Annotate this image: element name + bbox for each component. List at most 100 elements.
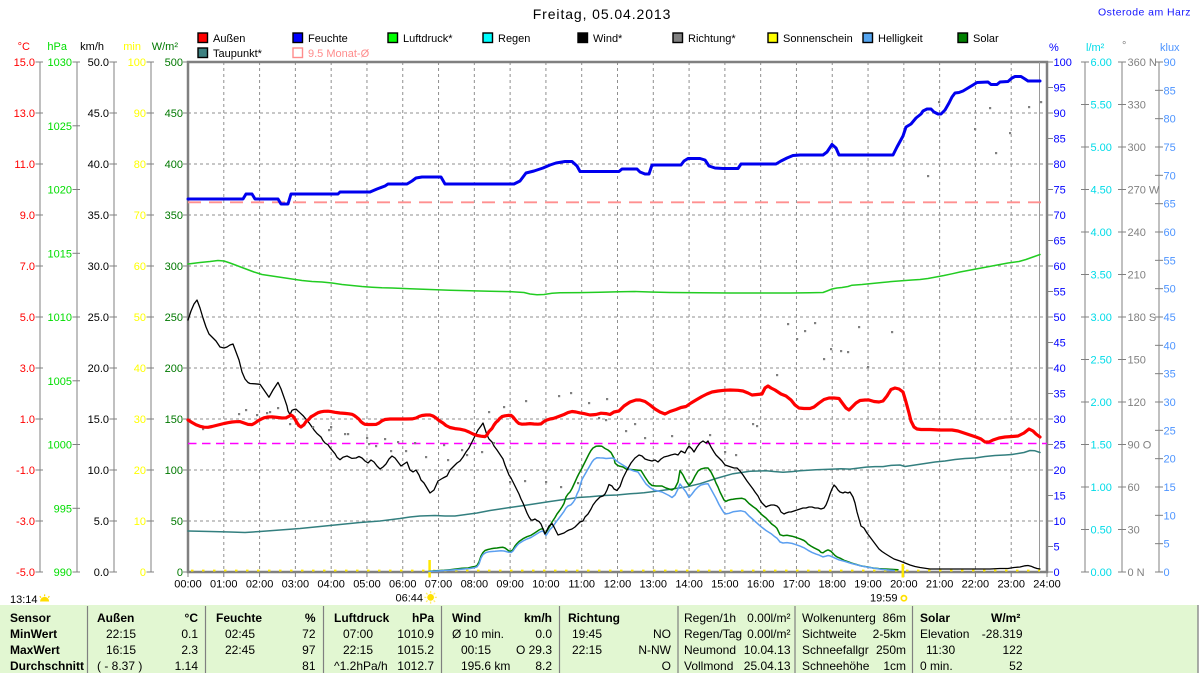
- svg-text:20: 20: [134, 465, 146, 477]
- svg-text:5.50: 5.50: [1091, 100, 1112, 112]
- svg-text:60: 60: [1164, 227, 1176, 239]
- svg-text:Feuchte: Feuchte: [308, 33, 348, 45]
- svg-text:-3.0: -3.0: [16, 516, 35, 528]
- svg-text:6.00: 6.00: [1091, 57, 1112, 69]
- svg-text:Wolkenunterg: Wolkenunterg: [802, 611, 876, 625]
- svg-text:1cm: 1cm: [883, 659, 906, 673]
- svg-text:250: 250: [165, 312, 183, 324]
- svg-text:30: 30: [1164, 397, 1176, 409]
- svg-text:150: 150: [165, 414, 183, 426]
- svg-text:Schneehöhe: Schneehöhe: [802, 659, 870, 673]
- svg-text:^1.2hPa/h: ^1.2hPa/h: [334, 659, 388, 673]
- svg-text:MinWert: MinWert: [10, 627, 57, 641]
- svg-text:%: %: [305, 611, 316, 625]
- svg-text:°: °: [1122, 40, 1126, 52]
- svg-text:20: 20: [1164, 454, 1176, 466]
- svg-text:24:00: 24:00: [1033, 579, 1061, 591]
- svg-text:09:00: 09:00: [496, 579, 524, 591]
- svg-text:13:00: 13:00: [640, 579, 668, 591]
- svg-text:210: 210: [1128, 270, 1146, 282]
- svg-text:05:00: 05:00: [353, 579, 381, 591]
- svg-text:13.0: 13.0: [14, 108, 35, 120]
- svg-text:50: 50: [1054, 312, 1066, 324]
- svg-text:1.00: 1.00: [1091, 482, 1112, 494]
- svg-text:Schneefallgr: Schneefallgr: [802, 643, 869, 657]
- svg-text:40: 40: [134, 363, 146, 375]
- svg-text:02:00: 02:00: [246, 579, 274, 591]
- svg-text:120: 120: [1128, 397, 1146, 409]
- svg-text:10:00: 10:00: [532, 579, 560, 591]
- svg-text:65: 65: [1054, 236, 1066, 248]
- svg-text:81: 81: [302, 659, 316, 673]
- svg-text:15: 15: [1054, 491, 1066, 503]
- svg-text:NO: NO: [653, 627, 671, 641]
- svg-text:Luftdruck*: Luftdruck*: [403, 33, 453, 45]
- svg-text:20.0: 20.0: [88, 363, 109, 375]
- svg-text:°C: °C: [18, 41, 30, 53]
- svg-text:25.04.13: 25.04.13: [744, 659, 791, 673]
- svg-text:Sensor: Sensor: [10, 611, 51, 625]
- svg-text:Vollmond: Vollmond: [684, 659, 733, 673]
- svg-text:Helligkeit: Helligkeit: [878, 33, 923, 45]
- svg-text:40: 40: [1164, 340, 1176, 352]
- svg-text:08:00: 08:00: [461, 579, 489, 591]
- svg-text:10.0: 10.0: [88, 465, 109, 477]
- svg-text:80: 80: [1054, 159, 1066, 171]
- svg-text:km/h: km/h: [80, 41, 104, 53]
- svg-text:3.50: 3.50: [1091, 270, 1112, 282]
- svg-text:01:00: 01:00: [210, 579, 238, 591]
- svg-text:1.0: 1.0: [20, 414, 35, 426]
- svg-text:hPa: hPa: [412, 611, 434, 625]
- svg-text:Sichtweite: Sichtweite: [802, 627, 857, 641]
- svg-text:40.0: 40.0: [88, 159, 109, 171]
- svg-text:5.0: 5.0: [20, 312, 35, 324]
- svg-text:4.00: 4.00: [1091, 227, 1112, 239]
- svg-text:15.0: 15.0: [88, 414, 109, 426]
- svg-text:( - 8.37 ): ( - 8.37 ): [97, 659, 142, 673]
- svg-text:10: 10: [1164, 510, 1176, 522]
- svg-text:5: 5: [1164, 539, 1170, 551]
- svg-text:60: 60: [134, 261, 146, 273]
- svg-text:Ø 10 min.: Ø 10 min.: [452, 627, 504, 641]
- svg-text:22:00: 22:00: [962, 579, 990, 591]
- svg-text:97: 97: [302, 643, 316, 657]
- svg-text:1005: 1005: [48, 376, 72, 388]
- svg-text:3.0: 3.0: [20, 363, 35, 375]
- svg-text:02:45: 02:45: [225, 627, 255, 641]
- svg-text:4.50: 4.50: [1091, 185, 1112, 197]
- svg-text:14:00: 14:00: [675, 579, 703, 591]
- svg-text:90: 90: [1164, 57, 1176, 69]
- svg-text:klux: klux: [1160, 42, 1180, 54]
- svg-text:min: min: [123, 41, 141, 53]
- svg-text:Sonnenschein: Sonnenschein: [783, 33, 853, 45]
- svg-text:22:15: 22:15: [106, 627, 136, 641]
- svg-text:-28.319: -28.319: [982, 627, 1023, 641]
- svg-text:52: 52: [1009, 659, 1023, 673]
- svg-text:35: 35: [1164, 369, 1176, 381]
- svg-text:60: 60: [1054, 261, 1066, 273]
- svg-text:Außen: Außen: [97, 611, 134, 625]
- svg-text:350: 350: [165, 210, 183, 222]
- svg-text:50: 50: [134, 312, 146, 324]
- svg-text:1010.9: 1010.9: [397, 627, 434, 641]
- svg-text:Richtung: Richtung: [568, 611, 620, 625]
- svg-text:Neumond: Neumond: [684, 643, 736, 657]
- svg-text:195.6 km: 195.6 km: [461, 659, 510, 673]
- svg-text:18:00: 18:00: [818, 579, 846, 591]
- svg-text:65: 65: [1164, 199, 1176, 211]
- svg-text:23:00: 23:00: [997, 579, 1025, 591]
- svg-text:990: 990: [54, 567, 72, 579]
- svg-text:45.0: 45.0: [88, 108, 109, 120]
- svg-text:10: 10: [1054, 516, 1066, 528]
- svg-text:O 29.3: O 29.3: [516, 643, 552, 657]
- svg-text:0: 0: [177, 567, 183, 579]
- svg-text:1.50: 1.50: [1091, 440, 1112, 452]
- svg-text:00:15: 00:15: [461, 643, 491, 657]
- svg-text:0.50: 0.50: [1091, 525, 1112, 537]
- svg-text:N-NW: N-NW: [638, 643, 671, 657]
- svg-text:400: 400: [165, 159, 183, 171]
- svg-text:150: 150: [1128, 355, 1146, 367]
- svg-text:20:00: 20:00: [890, 579, 918, 591]
- svg-text:0: 0: [1054, 567, 1060, 579]
- svg-text:hPa: hPa: [47, 41, 67, 53]
